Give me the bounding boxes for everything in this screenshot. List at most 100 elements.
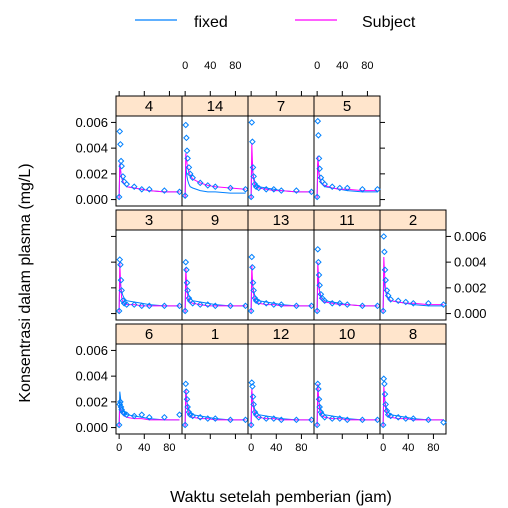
- observed-point-5-11: [359, 185, 366, 193]
- observed-point-13-1: [248, 253, 256, 261]
- y-tick-label: 0.004: [75, 369, 108, 384]
- panels: 4 14 7 53 9 13 11 26 1 12 10 8: [115, 95, 447, 435]
- subject-line-10: [316, 383, 378, 427]
- x-axis-title: Waktu setelah pemberian (jam): [170, 489, 392, 506]
- y-axis-title: Konsentrasi dalam plasma (mg/L): [17, 163, 34, 402]
- strip-label-1: 1: [211, 326, 219, 343]
- observed-point-2-1: [380, 233, 388, 240]
- observed-point-11-11: [359, 302, 366, 310]
- observed-point-6-12: [176, 411, 183, 419]
- x-tick-label: 80: [163, 442, 175, 454]
- observed-point-2-11: [425, 299, 432, 307]
- observed-point-4-0: [115, 193, 123, 201]
- observed-point-14-0: [181, 192, 189, 200]
- panel-box-10: [313, 343, 381, 435]
- observed-point-9-1: [182, 258, 190, 266]
- observed-point-9-2: [183, 266, 190, 274]
- observed-point-2-9: [402, 298, 410, 306]
- observed-point-8-8: [394, 413, 402, 421]
- x-tick-label: 40: [138, 442, 150, 454]
- y-tick-label: 0.004: [454, 255, 487, 270]
- strip-label-12: 12: [273, 326, 290, 343]
- observed-point-5-12: [374, 185, 381, 193]
- observed-point-12-10: [278, 416, 285, 424]
- observed-point-4-2: [117, 140, 124, 148]
- observed-point-9-5: [185, 294, 193, 302]
- observed-point-2-8: [394, 297, 402, 305]
- observed-point-14-1: [182, 121, 190, 129]
- panel-10: 10: [313, 323, 381, 435]
- observed-point-14-10: [212, 183, 219, 191]
- panel-box-12: [247, 343, 315, 435]
- observed-point-8-11: [425, 416, 432, 424]
- axes: 0 40 80 0 40 80 0 40 80 0 40 80 0 40 80 0.000 0.002 0.004…: [75, 60, 486, 454]
- observed-point-12-7: [255, 413, 262, 421]
- observed-point-9-9: [204, 301, 212, 308]
- observed-point-9-4: [184, 287, 191, 294]
- observed-point-9-8: [196, 301, 204, 308]
- observed-point-8-0: [379, 421, 387, 429]
- observed-point-1-4: [184, 403, 191, 411]
- observed-point-3-12: [176, 302, 183, 310]
- observed-point-5-7: [321, 180, 328, 188]
- observed-point-5-10: [344, 184, 351, 192]
- observed-point-1-9: [204, 415, 212, 422]
- panel-box-2: [379, 229, 447, 321]
- observed-point-2-2: [381, 248, 388, 256]
- x-tick-label: 0: [182, 60, 188, 72]
- observed-point-2-5: [383, 287, 391, 294]
- y-tick-label: 0.004: [75, 141, 108, 156]
- observed-point-12-11: [293, 416, 300, 424]
- observed-point-14-6: [186, 170, 194, 178]
- x-tick-label: 0: [116, 442, 122, 454]
- x-tick-label: 80: [361, 60, 373, 72]
- observed-point-14-8: [196, 179, 204, 187]
- observed-point-7-7: [255, 184, 262, 192]
- observed-point-10-2: [315, 385, 322, 393]
- observed-point-12-1: [248, 379, 256, 386]
- observed-point-7-11: [293, 187, 300, 194]
- observed-point-12-12: [308, 416, 315, 424]
- observed-point-6-4: [118, 406, 125, 413]
- observed-point-13-11: [293, 302, 300, 310]
- observed-point-7-10: [278, 187, 285, 194]
- observed-point-7-1: [248, 119, 256, 126]
- observed-point-4-4: [118, 162, 125, 170]
- observed-point-11-2: [315, 258, 322, 266]
- panel-2: 2: [379, 209, 447, 321]
- observed-point-3-0: [115, 307, 123, 315]
- observed-point-10-12: [374, 416, 381, 424]
- x-tick-label: 80: [229, 60, 241, 72]
- observed-point-13-0: [247, 307, 255, 315]
- observed-point-9-10: [212, 302, 219, 310]
- panel-box-6: [115, 343, 183, 435]
- subject-line-14: [184, 153, 246, 199]
- strip-label-7: 7: [277, 98, 285, 115]
- observed-point-6-9: [138, 411, 146, 419]
- observed-point-2-4: [382, 276, 389, 284]
- observed-point-1-11: [227, 416, 234, 424]
- observed-point-7-0: [247, 193, 255, 201]
- observed-point-12-4: [250, 401, 257, 408]
- observed-point-1-3: [183, 395, 191, 403]
- observed-point-5-3: [315, 155, 323, 162]
- observed-point-12-0: [247, 421, 255, 429]
- observed-point-10-5: [317, 408, 325, 416]
- observed-point-1-7: [189, 412, 196, 420]
- x-tick-label: 80: [427, 442, 439, 454]
- observed-point-8-10: [410, 415, 417, 422]
- x-tick-label: 0: [248, 442, 254, 454]
- observed-point-1-1: [182, 380, 190, 388]
- observed-point-4-5: [119, 173, 127, 180]
- observed-point-13-8: [262, 299, 270, 307]
- observed-point-3-5: [119, 297, 127, 305]
- observed-point-6-11: [161, 413, 168, 421]
- strip-label-11: 11: [339, 212, 355, 229]
- observed-point-7-9: [270, 185, 278, 193]
- x-tick-label: 40: [402, 442, 414, 454]
- observed-point-8-4: [382, 401, 389, 408]
- panel-7: 7: [247, 95, 315, 207]
- panel-8: 8: [379, 323, 447, 435]
- observed-point-13-7: [255, 298, 262, 306]
- observed-point-12-2: [249, 383, 256, 390]
